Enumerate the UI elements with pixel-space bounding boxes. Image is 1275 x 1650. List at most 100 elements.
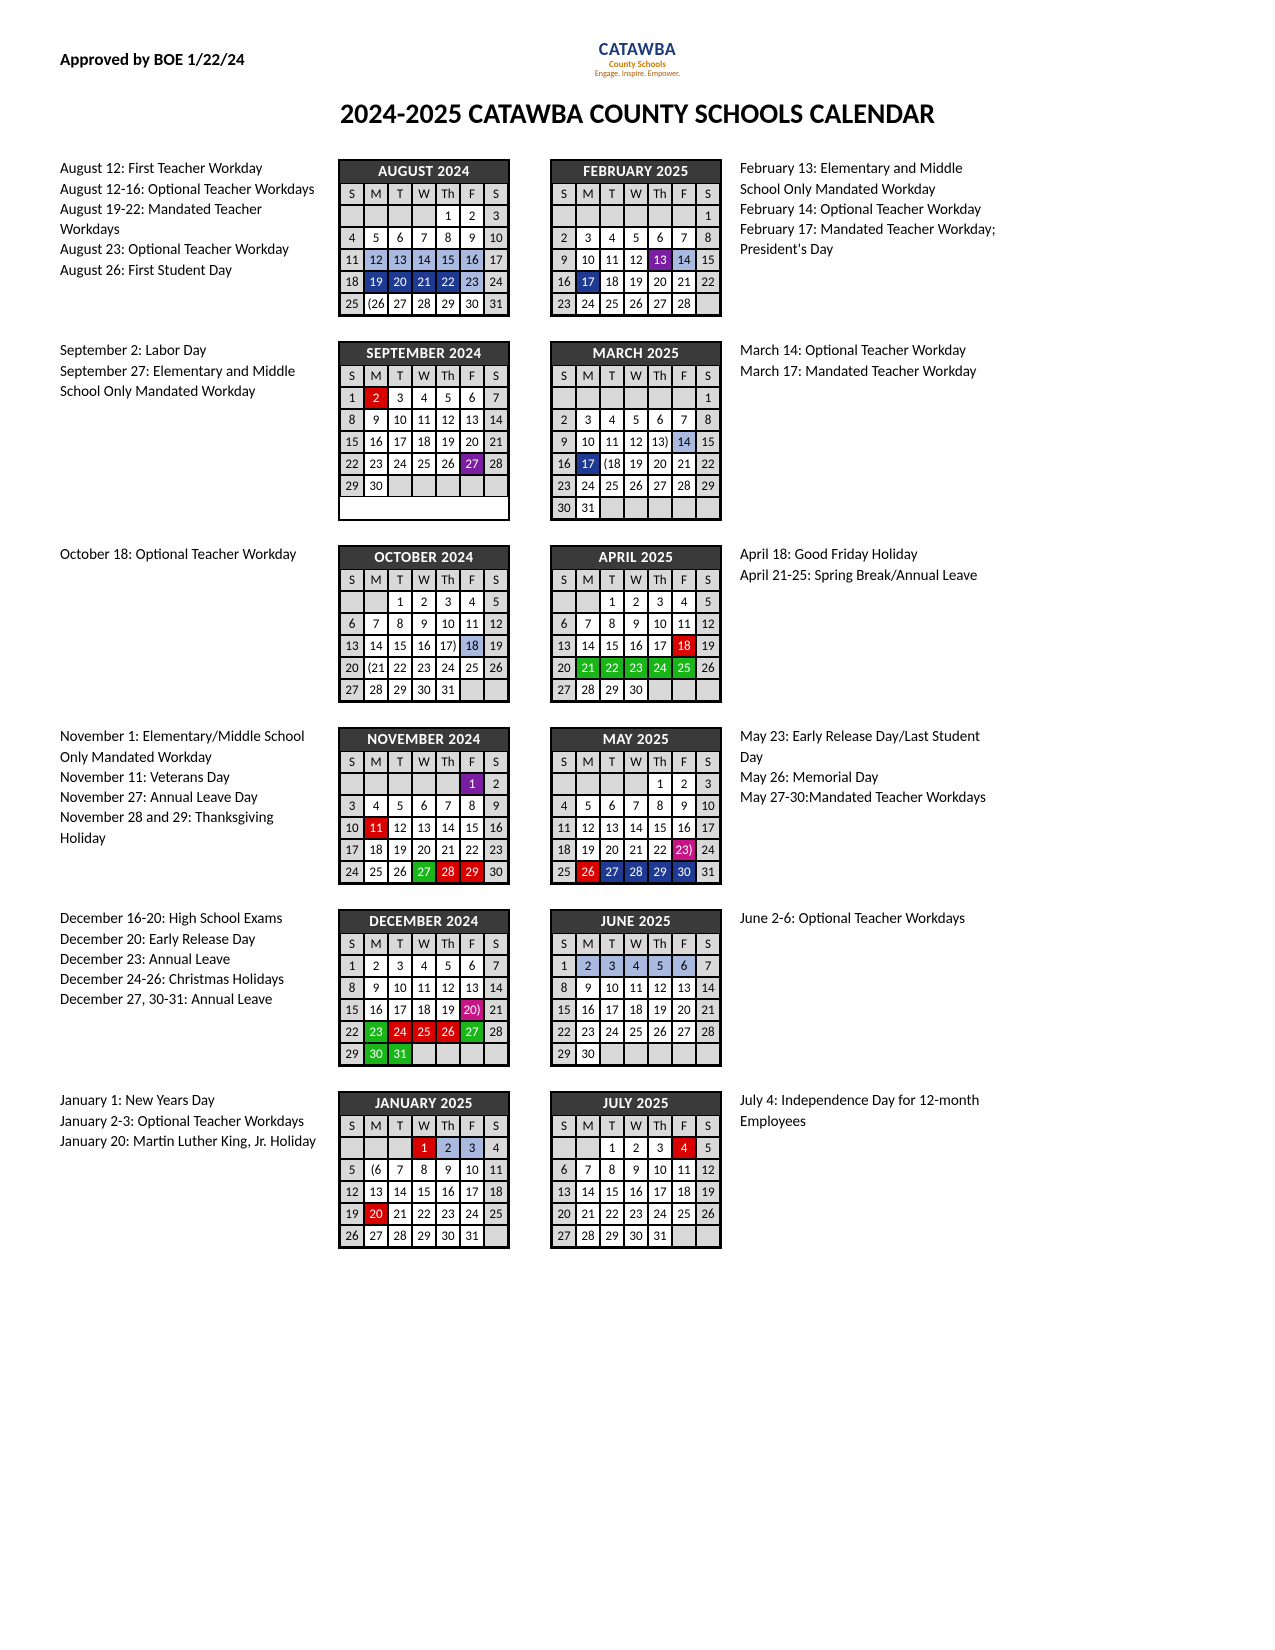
day-cell: 29	[412, 1225, 436, 1247]
day-cell: 6	[552, 613, 576, 635]
day-cell: 27	[388, 293, 412, 315]
day-cell: 6	[388, 227, 412, 249]
day-cell: 22	[340, 1021, 364, 1043]
day-cell: 15	[460, 817, 484, 839]
day-cell: 29	[460, 861, 484, 883]
day-cell: 17	[576, 453, 600, 475]
day-cell: 30	[484, 861, 508, 883]
month-title: APRIL 2025	[552, 547, 720, 569]
day-cell: 6	[648, 227, 672, 249]
note-line: February 17: Mandated Teacher Workday; P…	[740, 220, 1000, 261]
day-cell: 30	[624, 1225, 648, 1247]
day-cell: 21	[388, 1203, 412, 1225]
day-cell: 22	[552, 1021, 576, 1043]
month-title: JANUARY 2025	[340, 1093, 508, 1115]
day-cell: 10	[576, 249, 600, 271]
day-cell: 2	[672, 773, 696, 795]
day-cell: 3	[484, 205, 508, 227]
right-notes: May 23: Early Release Day/Last Student D…	[740, 727, 1000, 808]
empty-cell	[412, 1043, 436, 1065]
day-header: T	[388, 569, 412, 591]
day-cell: 24	[460, 1203, 484, 1225]
day-cell: 7	[672, 227, 696, 249]
day-cell: 31	[648, 1225, 672, 1247]
day-header: F	[460, 751, 484, 773]
note-line: May 23: Early Release Day/Last Student D…	[740, 727, 1000, 768]
day-cell: 19	[648, 999, 672, 1021]
day-cell: 15	[648, 817, 672, 839]
day-header: S	[340, 569, 364, 591]
day-cell: 16	[624, 635, 648, 657]
day-cell: 25	[340, 293, 364, 315]
day-cell: 28	[484, 1021, 508, 1043]
calendar-row: September 2: Labor DaySeptember 27: Elem…	[60, 341, 1215, 521]
day-header: S	[552, 751, 576, 773]
day-header: W	[624, 569, 648, 591]
note-line: December 24-26: Christmas Holidays	[60, 970, 320, 990]
months-pair: SEPTEMBER 2024SMTWThFS123456789101112131…	[338, 341, 722, 521]
note-line: April 18: Good Friday Holiday	[740, 545, 1000, 565]
day-cell: 29	[648, 861, 672, 883]
month-title: JULY 2025	[552, 1093, 720, 1115]
day-cell: 15	[552, 999, 576, 1021]
day-cell: 13	[364, 1181, 388, 1203]
day-header: F	[460, 365, 484, 387]
day-cell: 27	[552, 1225, 576, 1247]
day-cell: 10	[460, 1159, 484, 1181]
day-header: Th	[436, 569, 460, 591]
empty-cell	[648, 387, 672, 409]
month: MAY 2025SMTWThFS123456789101112131415161…	[550, 727, 722, 885]
day-cell: 10	[340, 817, 364, 839]
empty-cell	[388, 205, 412, 227]
note-line: January 20: Martin Luther King, Jr. Holi…	[60, 1132, 320, 1152]
left-notes: August 12: First Teacher WorkdayAugust 1…	[60, 159, 320, 281]
day-cell: 12	[436, 977, 460, 999]
day-cell: 1	[552, 955, 576, 977]
day-cell: 2	[552, 409, 576, 431]
day-cell: 20	[340, 657, 364, 679]
day-cell: 9	[624, 1159, 648, 1181]
day-cell: 26	[436, 1021, 460, 1043]
day-header: S	[484, 365, 508, 387]
day-header: F	[672, 183, 696, 205]
months-pair: DECEMBER 2024SMTWThFS1234567891011121314…	[338, 909, 722, 1067]
day-cell: 19	[576, 839, 600, 861]
note-line: November 1: Elementary/Middle School Onl…	[60, 727, 320, 768]
empty-cell	[672, 205, 696, 227]
day-cell: 20	[388, 271, 412, 293]
day-cell: (26	[364, 293, 388, 315]
day-header: S	[696, 1115, 720, 1137]
empty-cell	[484, 1225, 508, 1247]
note-line: May 27-30:Mandated Teacher Workdays	[740, 788, 1000, 808]
day-header: W	[624, 933, 648, 955]
day-cell: 23	[624, 657, 648, 679]
calendar-row: December 16-20: High School ExamsDecembe…	[60, 909, 1215, 1067]
day-cell: 28	[412, 293, 436, 315]
day-cell: 23	[552, 475, 576, 497]
day-header: S	[484, 933, 508, 955]
day-cell: 14	[624, 817, 648, 839]
day-cell: 24	[648, 1203, 672, 1225]
day-cell: 18	[672, 635, 696, 657]
day-cell: 20	[552, 1203, 576, 1225]
month-title: MAY 2025	[552, 729, 720, 751]
day-cell: 11	[412, 977, 436, 999]
empty-cell	[576, 205, 600, 227]
day-header: W	[624, 183, 648, 205]
day-cell: 11	[460, 613, 484, 635]
day-cell: 13)	[648, 431, 672, 453]
day-cell: 15	[340, 431, 364, 453]
day-cell: 2	[436, 1137, 460, 1159]
day-cell: 30	[552, 497, 576, 519]
day-cell: 18	[484, 1181, 508, 1203]
day-cell: 26	[340, 1225, 364, 1247]
day-header: W	[412, 183, 436, 205]
empty-cell	[460, 1043, 484, 1065]
day-cell: 17	[460, 1181, 484, 1203]
month: MARCH 2025SMTWThFS12345678910111213)1415…	[550, 341, 722, 521]
empty-cell	[576, 387, 600, 409]
day-cell: 21	[672, 453, 696, 475]
day-cell: 1	[600, 1137, 624, 1159]
day-cell: 20	[648, 271, 672, 293]
empty-cell	[696, 497, 720, 519]
